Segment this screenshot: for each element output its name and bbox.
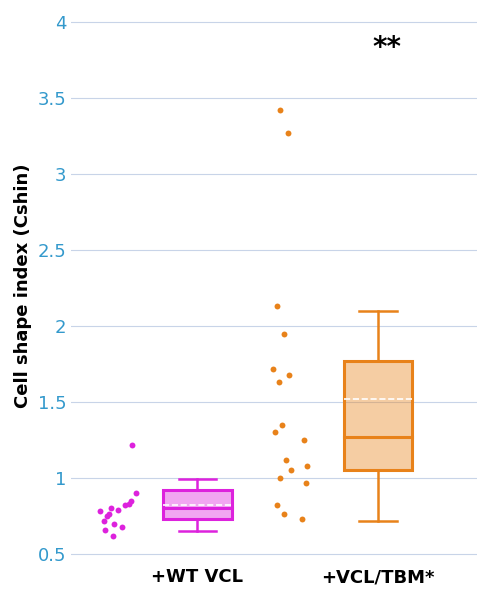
Point bbox=[121, 500, 129, 510]
Point bbox=[102, 525, 109, 535]
Point bbox=[302, 478, 310, 487]
Point bbox=[105, 509, 113, 519]
Point bbox=[280, 329, 288, 338]
Point bbox=[285, 370, 293, 379]
Bar bbox=[163, 490, 232, 519]
Point bbox=[303, 461, 311, 470]
Point bbox=[273, 301, 281, 311]
Point bbox=[100, 516, 108, 526]
Point bbox=[284, 128, 292, 138]
Point bbox=[271, 428, 279, 437]
Point bbox=[132, 488, 140, 498]
Point bbox=[127, 496, 135, 506]
Point bbox=[280, 509, 288, 519]
Point bbox=[110, 519, 118, 529]
Point bbox=[300, 435, 308, 445]
Point bbox=[118, 522, 126, 532]
Point bbox=[278, 420, 286, 430]
Point bbox=[298, 514, 306, 524]
Y-axis label: Cell shape index (Cshin): Cell shape index (Cshin) bbox=[14, 163, 32, 408]
Point bbox=[269, 364, 277, 373]
Point bbox=[107, 503, 115, 513]
Point bbox=[129, 440, 136, 449]
Point bbox=[114, 505, 122, 515]
Point bbox=[109, 531, 116, 541]
Point bbox=[96, 506, 104, 516]
Point bbox=[287, 466, 295, 475]
Point bbox=[276, 106, 284, 115]
Point bbox=[282, 455, 290, 464]
Point bbox=[103, 511, 111, 521]
Point bbox=[273, 500, 281, 510]
Text: **: ** bbox=[372, 34, 401, 62]
Point bbox=[276, 473, 284, 483]
Bar bbox=[344, 361, 412, 470]
Point bbox=[125, 499, 133, 509]
Point bbox=[274, 377, 282, 387]
